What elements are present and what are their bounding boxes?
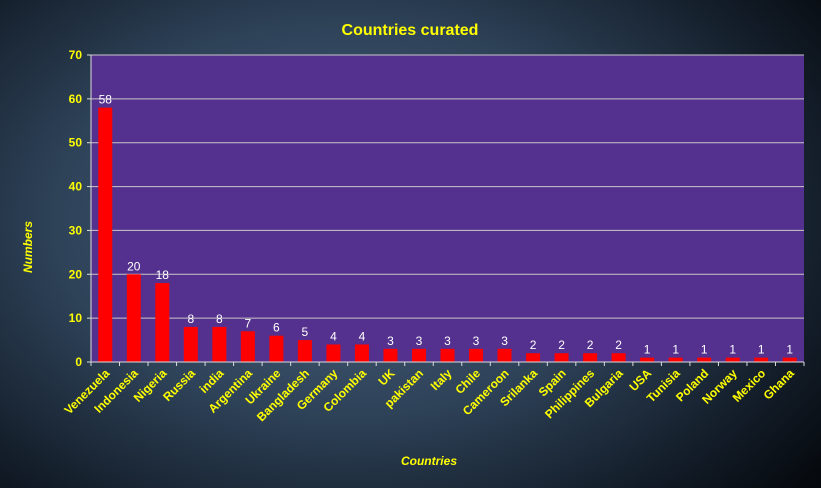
data-label: 1 bbox=[729, 343, 736, 357]
y-tick-label: 70 bbox=[69, 48, 83, 62]
data-label: 3 bbox=[473, 334, 480, 348]
data-label: 1 bbox=[758, 343, 765, 357]
y-tick-label: 60 bbox=[69, 92, 83, 106]
data-label: 5 bbox=[302, 325, 309, 339]
data-label: 58 bbox=[99, 93, 113, 107]
data-label: 8 bbox=[187, 312, 194, 326]
bar bbox=[383, 348, 398, 362]
y-axis-title: Numbers bbox=[21, 221, 35, 273]
data-label: 1 bbox=[786, 343, 793, 357]
bar bbox=[668, 357, 683, 362]
x-tick-label: Ghana bbox=[761, 366, 798, 403]
data-label: 3 bbox=[444, 334, 451, 348]
x-tick-label: Russia bbox=[160, 366, 198, 404]
y-tick-label: 50 bbox=[69, 136, 83, 150]
y-tick-label: 10 bbox=[69, 311, 83, 325]
grid-lines bbox=[91, 54, 804, 319]
data-label: 7 bbox=[245, 316, 252, 330]
data-label: 1 bbox=[644, 343, 651, 357]
x-axis-title: Countries bbox=[401, 454, 457, 468]
bar bbox=[640, 357, 655, 362]
data-label: 2 bbox=[558, 338, 565, 352]
bar bbox=[782, 357, 797, 362]
bar bbox=[183, 326, 198, 362]
data-label: 20 bbox=[127, 259, 141, 273]
bar bbox=[155, 283, 170, 362]
bar bbox=[526, 353, 541, 362]
bar bbox=[98, 107, 113, 362]
bar bbox=[126, 274, 141, 362]
data-label: 4 bbox=[330, 329, 337, 343]
bar bbox=[469, 348, 484, 362]
data-label: 1 bbox=[672, 343, 679, 357]
data-label: 1 bbox=[701, 343, 708, 357]
bar bbox=[212, 326, 227, 362]
data-label: 8 bbox=[216, 312, 223, 326]
data-label: 3 bbox=[416, 334, 423, 348]
data-label: 4 bbox=[359, 329, 366, 343]
bar bbox=[411, 348, 426, 362]
bar bbox=[240, 331, 255, 362]
plot-area bbox=[91, 55, 804, 362]
x-tick-label: Italy bbox=[428, 366, 455, 393]
bar bbox=[497, 348, 512, 362]
bar bbox=[326, 344, 341, 362]
bar bbox=[725, 357, 740, 362]
x-tick-label: UK bbox=[375, 366, 397, 388]
y-axis: 0 10 20 30 40 50 60 70 bbox=[69, 48, 92, 369]
bar bbox=[269, 335, 284, 362]
bar bbox=[754, 357, 769, 362]
data-label: 2 bbox=[587, 338, 594, 352]
data-label: 3 bbox=[387, 334, 394, 348]
bar bbox=[583, 353, 598, 362]
data-label: 18 bbox=[156, 268, 170, 282]
y-tick-label: 20 bbox=[69, 267, 83, 281]
bar bbox=[697, 357, 712, 362]
y-tick-label: 30 bbox=[69, 223, 83, 237]
data-label: 6 bbox=[273, 321, 280, 335]
data-label: 3 bbox=[501, 334, 508, 348]
data-label: 2 bbox=[530, 338, 537, 352]
chart-title: Countries curated bbox=[342, 22, 479, 39]
data-labels: 58 20 18 8 8 7 6 5 4 4 3 3 3 3 3 2 2 2 2 1 1 1 1 1 1 bbox=[99, 93, 794, 357]
bar bbox=[440, 348, 455, 362]
x-axis: VenezuelaIndonesiaNigeriaRussiaindiaArge… bbox=[61, 361, 805, 424]
bar bbox=[554, 353, 569, 362]
bar bbox=[611, 353, 626, 362]
bars bbox=[98, 107, 797, 362]
data-label: 2 bbox=[615, 338, 622, 352]
bar bbox=[354, 344, 369, 362]
bar bbox=[297, 340, 312, 362]
y-tick-label: 0 bbox=[75, 355, 82, 369]
y-tick-label: 40 bbox=[69, 180, 83, 194]
